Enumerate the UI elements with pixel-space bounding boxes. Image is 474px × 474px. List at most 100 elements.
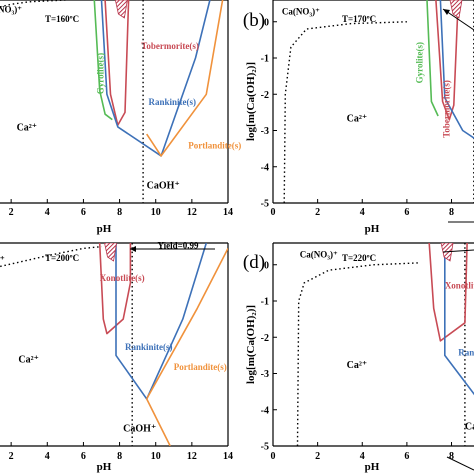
x-tick-label: 14	[223, 207, 233, 218]
pointer-arrow	[446, 456, 474, 471]
series-line-6	[146, 0, 224, 157]
x-tick-label: 12	[187, 207, 197, 218]
annotation-ca: Ca²⁺	[347, 360, 368, 371]
series-line-5	[439, 0, 474, 140]
annotation-caoh: CaOH⁺	[123, 424, 156, 435]
series-line-3	[98, 243, 132, 335]
x-tick-label: 2	[315, 207, 320, 218]
panel-1: 2 4 6 8 10 12 14 pH T=160ºC Ca²⁺ CaOH⁺ Ca(NO₃)⁺ Gyro…	[0, 0, 241, 235]
x-tick-label: 8	[117, 207, 122, 218]
x-tick-label: 10	[151, 451, 161, 462]
arrow-head-icon	[443, 9, 450, 15]
hatched-yield-region	[114, 0, 128, 19]
y-tick-label: -2	[261, 90, 269, 101]
x-tick-label: 4	[360, 207, 365, 218]
series-group	[296, 243, 474, 446]
x-tick-label: 0	[271, 451, 276, 462]
y-tick-label: -2	[261, 333, 269, 344]
y-tick-label: -3	[261, 126, 269, 137]
x-axis-title: pH	[365, 461, 380, 473]
temperature-label: T=160ºC	[45, 14, 79, 24]
pointer-arrow	[442, 249, 474, 253]
series-line-5	[100, 0, 211, 157]
annotation-caoh: CaOH⁺	[147, 181, 180, 192]
y-axis-title: log[m(Ca(OH)₂)]	[245, 62, 257, 141]
x-tick-label: 10	[151, 207, 161, 218]
annotation-tobermorite-s: Tobermorite(s)	[141, 41, 199, 51]
annotation-caoh: CaOH⁺	[465, 422, 474, 433]
x-tick-label: 4	[360, 451, 365, 462]
panel-3: 2 4 6 8 10 12 14 pH T=200ºC Ca²⁺ CaOH⁺ (NO₃)⁺ Yield=…	[0, 240, 233, 473]
x-tick-label: 6	[404, 451, 409, 462]
x-tick-label: 8	[449, 207, 454, 218]
x-tick-label: 2	[9, 207, 14, 218]
x-tick-label: 8	[117, 451, 122, 462]
temperature-label: T=170ºC	[342, 14, 376, 24]
annotation-rankinite-s: Rankinite(s)	[458, 347, 474, 357]
x-tick-label: 6	[81, 451, 86, 462]
y-tick-label: -5	[261, 199, 269, 210]
annotation-ca: Ca²⁺	[18, 355, 39, 366]
panel-2: 0 2 4 6 8 pH 0 -1 -2 -3 -4 -5 log[m(Ca(OH)₂)] (b) T=17…	[243, 0, 474, 235]
arrow-head-icon	[130, 246, 136, 252]
temperature-label: T=200ºC	[45, 253, 79, 263]
annotation-tobermorite-s: Tobermorite(s)	[441, 80, 451, 138]
annotation-ca-no: Ca(NO₃)⁺	[300, 250, 338, 260]
annotation-rankinite-s: Rankinite(s)	[148, 97, 196, 107]
annotation-portlandite-s: Portlandite(s)	[188, 141, 241, 151]
x-tick-label: 8	[449, 451, 454, 462]
annotation-xonotlite-s: Xonotlite(s)	[100, 273, 145, 283]
x-tick-label: 4	[45, 207, 50, 218]
annotation-portlandite-s: Portlandite(s)	[174, 362, 227, 372]
y-tick-label: -1	[261, 54, 269, 65]
y-axis-title: log[m(Ca(OH)₂)]	[245, 305, 257, 384]
y-tick-label: 0	[264, 260, 269, 271]
panel-label: (b)	[243, 10, 265, 31]
series-group	[0, 0, 224, 203]
annotation-gyrolite-s: Gyrolite(s)	[415, 42, 425, 83]
annotation-ca: Ca²⁺	[17, 123, 38, 134]
x-tick-label: 14	[223, 451, 233, 462]
temperature-label: T=220ºC	[342, 253, 376, 263]
annotation-gyrolite-s: Gyrolite(s)	[95, 53, 105, 94]
x-axis-title: pH	[97, 223, 112, 235]
hatched-yield-region	[104, 243, 117, 262]
panel-label: (d)	[243, 252, 265, 273]
series-line-3	[426, 0, 439, 117]
series-group	[0, 243, 228, 446]
hatched-yield-region	[449, 0, 463, 19]
annotation-ca: Ca²⁺	[347, 113, 368, 124]
series-line-6	[145, 398, 171, 446]
series-line-4	[115, 243, 208, 400]
series-line-4	[435, 0, 459, 121]
x-tick-label: 2	[9, 451, 14, 462]
series-line-3	[428, 243, 468, 342]
series-line-1	[0, 0, 66, 8]
x-tick-label: 12	[187, 451, 197, 462]
x-axis-title: pH	[97, 461, 112, 473]
y-tick-label: -5	[261, 442, 269, 453]
annotation-no: (NO₃)⁺	[0, 255, 5, 266]
series-line-3	[93, 0, 113, 121]
x-tick-label: 6	[404, 207, 409, 218]
y-tick-label: -4	[261, 162, 269, 173]
y-tick-label: -3	[261, 369, 269, 380]
x-tick-label: 4	[45, 451, 50, 462]
series-line-1	[0, 245, 102, 268]
x-tick-label: 6	[81, 207, 86, 218]
x-tick-label: 0	[271, 207, 276, 218]
annotation-rankinite-s: Rankinite(s)	[125, 342, 173, 352]
series-line-4	[444, 243, 474, 396]
y-tick-label: 0	[264, 17, 269, 28]
annotation-ca-no: Ca(NO₃)⁺	[0, 5, 22, 15]
y-tick-label: -4	[261, 405, 269, 416]
annotation-ca-no: Ca(NO₃)⁺	[282, 7, 320, 17]
panel-4: 0 2 4 6 8 pH 0 -1 -2 -3 -4 -5 log[m(Ca(OH)₂)] (d) T=22…	[243, 242, 474, 473]
x-axis-title: pH	[365, 223, 380, 235]
series-line-5	[146, 248, 228, 400]
x-tick-label: 2	[315, 451, 320, 462]
annotation-yield-0-99: Yield=0.99	[158, 240, 200, 250]
y-tick-label: -1	[261, 297, 269, 308]
series-line-1	[296, 262, 419, 446]
